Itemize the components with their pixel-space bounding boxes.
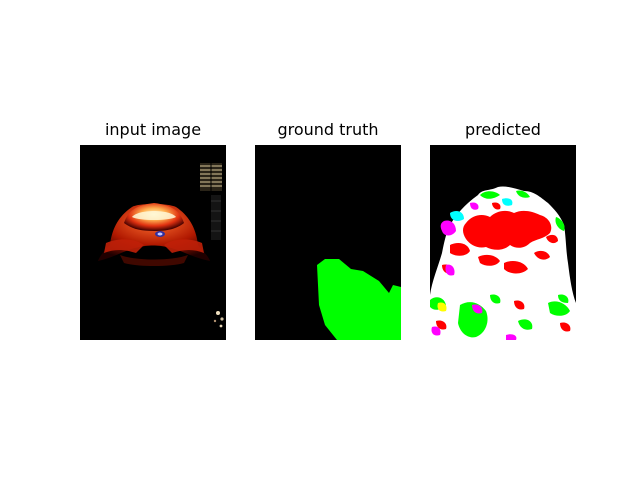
panel-title-ground-truth: ground truth (277, 120, 379, 139)
glowing-object (98, 203, 210, 266)
ground-truth-segment (317, 259, 401, 340)
input-image-panel (80, 145, 226, 340)
bright-specks (213, 311, 224, 328)
predicted-cyan-regions (450, 198, 513, 221)
predicted-mask (430, 145, 576, 340)
ground-truth-panel (255, 145, 401, 340)
input-image (80, 145, 226, 340)
panel-title-predicted: predicted (465, 120, 541, 139)
predicted-panel (430, 145, 576, 340)
predicted-yellow-regions (437, 302, 447, 312)
ground-truth-mask (255, 145, 401, 340)
predicted-magenta-regions (431, 202, 517, 340)
window-blinds (200, 163, 222, 240)
panel-title-input-image: input image (104, 120, 202, 139)
